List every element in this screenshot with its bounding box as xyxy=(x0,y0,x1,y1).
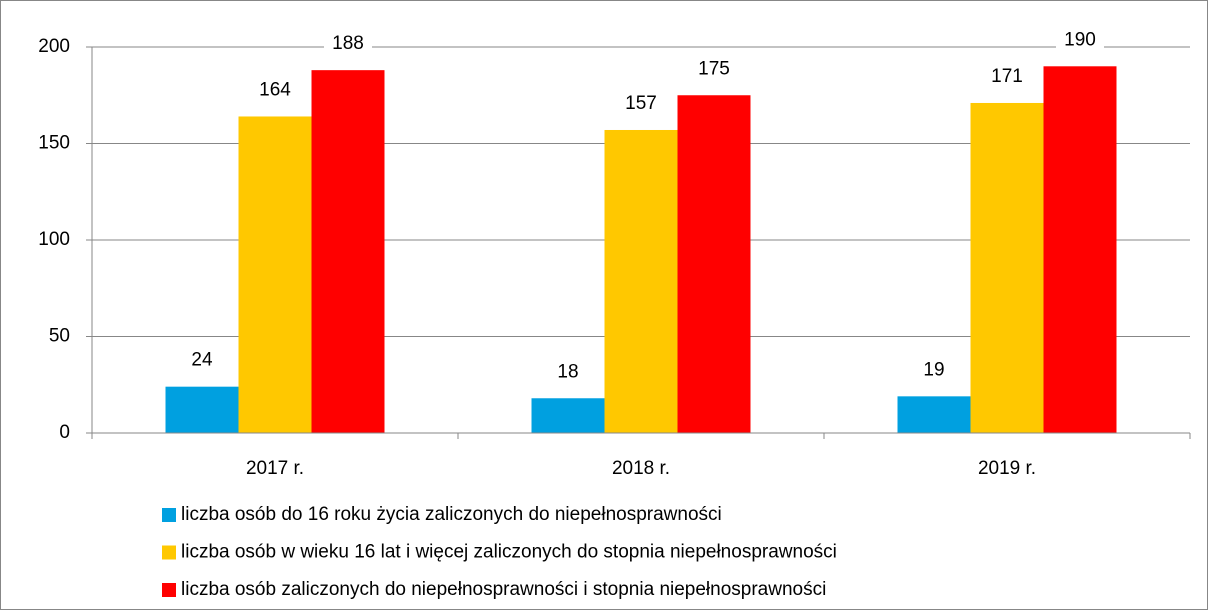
bar xyxy=(311,70,385,433)
bar xyxy=(165,386,239,433)
x-tick-label: 2017 r. xyxy=(246,458,304,479)
data-label-bg xyxy=(324,32,372,57)
data-label-bg xyxy=(910,358,958,383)
data-label: 157 xyxy=(625,93,657,114)
data-label-bg xyxy=(1056,28,1104,53)
y-tick-label: 50 xyxy=(49,326,70,347)
y-tick-label: 150 xyxy=(38,133,70,154)
bar xyxy=(604,129,678,434)
x-tick-label: 2018 r. xyxy=(612,458,670,479)
data-label: 175 xyxy=(698,58,730,79)
bar xyxy=(677,95,751,433)
bar xyxy=(897,396,971,433)
y-tick-label: 100 xyxy=(38,229,70,250)
data-label-bg xyxy=(983,64,1031,89)
y-tick-label: 200 xyxy=(38,36,70,57)
y-tick-label: 0 xyxy=(59,422,70,443)
x-tick-label: 2019 r. xyxy=(978,458,1036,479)
bar xyxy=(1043,66,1117,434)
data-label: 24 xyxy=(191,350,213,371)
data-label: 171 xyxy=(991,66,1023,87)
bar xyxy=(238,116,312,433)
legend-swatch xyxy=(162,545,176,560)
bar xyxy=(970,102,1044,433)
legend-swatch xyxy=(162,583,176,597)
data-label: 19 xyxy=(923,359,944,380)
data-label: 164 xyxy=(259,79,291,100)
legend-swatch xyxy=(162,508,176,522)
data-label: 18 xyxy=(557,361,578,382)
data-label-bg xyxy=(178,348,226,373)
data-label-bg xyxy=(251,78,299,103)
legend-label: liczba osób w wieku 16 lat i więcej zali… xyxy=(181,542,837,563)
legend-label: liczba osób do 16 roku życia zaliczonych… xyxy=(181,504,722,525)
data-label: 188 xyxy=(332,33,364,54)
legend-label: liczba osób zaliczonych do niepełnospraw… xyxy=(181,579,826,600)
data-label-bg xyxy=(617,91,665,116)
bar xyxy=(531,398,605,433)
data-label-bg xyxy=(690,57,738,82)
data-label: 190 xyxy=(1064,29,1096,50)
data-label-bg xyxy=(544,360,592,385)
